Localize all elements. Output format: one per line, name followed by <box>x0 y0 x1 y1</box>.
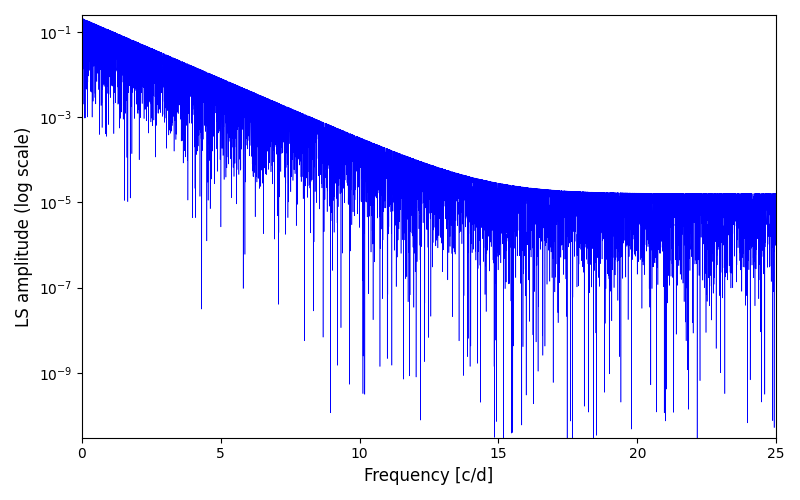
Y-axis label: LS amplitude (log scale): LS amplitude (log scale) <box>15 126 33 326</box>
X-axis label: Frequency [c/d]: Frequency [c/d] <box>364 467 494 485</box>
